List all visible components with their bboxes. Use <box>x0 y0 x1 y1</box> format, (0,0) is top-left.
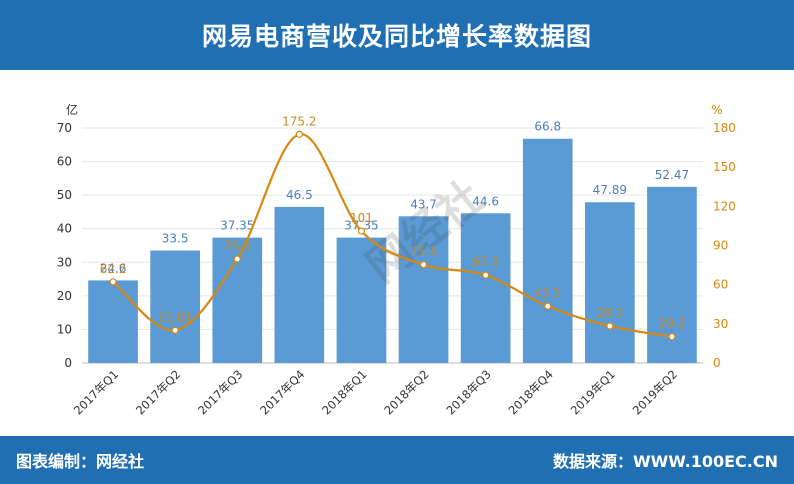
line-value-label: 25.01 <box>158 310 192 324</box>
bar <box>460 213 511 363</box>
bar-value-label: 66.8 <box>534 120 561 134</box>
line-point <box>668 333 676 341</box>
footer-credit: 图表编制：网经社 <box>16 452 145 471</box>
x-tick-label: 2018年Q2 <box>381 367 431 417</box>
bar-value-label: 44.6 <box>472 194 499 208</box>
bar <box>150 250 200 363</box>
bar-value-label: 24.6 <box>100 261 127 275</box>
bar-value-label: 52.47 <box>655 168 689 182</box>
chart-area: 0 10 20 30 40 50 60 70 0 30 60 90 120 150 180 亿% 网经社 24.6… <box>0 70 794 436</box>
bar-value-label: 37.35 <box>220 219 254 233</box>
footer-banner: 图表编制：网经社 数据来源：WWW.100EC.CN <box>0 436 794 484</box>
line-point <box>295 130 303 138</box>
line-point <box>419 261 428 269</box>
bar-value-label: 46.5 <box>286 188 313 202</box>
y-right-tick-label: 150 <box>713 160 736 174</box>
bar <box>274 206 325 363</box>
line-value-label: 43.5 <box>534 286 561 300</box>
line-point <box>171 326 179 334</box>
line-point <box>544 302 552 310</box>
line-value-label: 28.3 <box>596 306 623 320</box>
x-tick-label: 2017年Q1 <box>71 367 121 417</box>
line-value-label: 79.6 <box>224 239 251 253</box>
x-tick-label: 2019年Q2 <box>630 367 680 417</box>
line-value-label: 62.2 <box>100 262 127 276</box>
y-left-tick-label: 70 <box>57 121 72 135</box>
line-value-label: 67.3 <box>472 255 499 269</box>
y-left-tick-label: 60 <box>57 155 72 169</box>
chart-title: 网易电商营收及同比增长率数据图 <box>201 22 592 51</box>
x-tick-label: 2017年Q3 <box>195 367 245 417</box>
bar <box>398 216 449 363</box>
x-tick-label: 2018年Q1 <box>319 367 369 417</box>
bar-value-label: 43.7 <box>410 197 437 211</box>
y-right-tick-label: 0 <box>713 356 721 370</box>
bar-value-label: 33.5 <box>162 232 189 246</box>
y-right-tick-label: 120 <box>713 199 736 213</box>
y-left-tick-label: 40 <box>57 222 72 236</box>
x-tick-label: 2018年Q3 <box>443 367 493 417</box>
header-banner: 网易电商营收及同比增长率数据图 <box>0 0 794 70</box>
y-right-tick-label: 180 <box>713 121 736 135</box>
bar <box>88 280 138 363</box>
y-right-unit: % <box>711 103 722 117</box>
y-left-unit: 亿 <box>66 102 78 117</box>
x-tick-label: 2017年Q2 <box>133 367 183 417</box>
bar <box>336 237 387 363</box>
y-left-tick-label: 20 <box>57 289 72 303</box>
line-value-label: 20.2 <box>659 317 686 331</box>
y-left-tick-label: 50 <box>57 188 72 202</box>
line-point <box>357 227 366 235</box>
bar-value-label: 37.35 <box>344 219 378 233</box>
x-tick-label: 2019年Q1 <box>568 367 618 417</box>
x-tick-label: 2017年Q4 <box>257 367 307 417</box>
line-point <box>233 255 241 263</box>
line-point <box>606 322 614 330</box>
bar <box>585 202 635 363</box>
y-right-tick-label: 60 <box>713 278 728 292</box>
bar <box>522 138 573 363</box>
y-right-tick-label: 30 <box>713 317 728 331</box>
line-point <box>482 271 490 279</box>
line-value-label: 75.3 <box>410 245 437 259</box>
y-left-tick-label: 10 <box>57 322 72 336</box>
line-point <box>109 278 117 286</box>
footer-source: 数据来源：WWW.100EC.CN <box>552 452 778 471</box>
line-value-label: 175.2 <box>282 114 316 128</box>
y-left-tick-label: 30 <box>57 255 72 269</box>
line-value-label: 101 <box>350 211 373 225</box>
x-tick-label: 2018年Q4 <box>506 367 556 417</box>
bar-value-label: 47.89 <box>593 183 627 197</box>
y-left-tick-label: 0 <box>64 356 72 370</box>
y-right-tick-label: 90 <box>713 239 728 253</box>
